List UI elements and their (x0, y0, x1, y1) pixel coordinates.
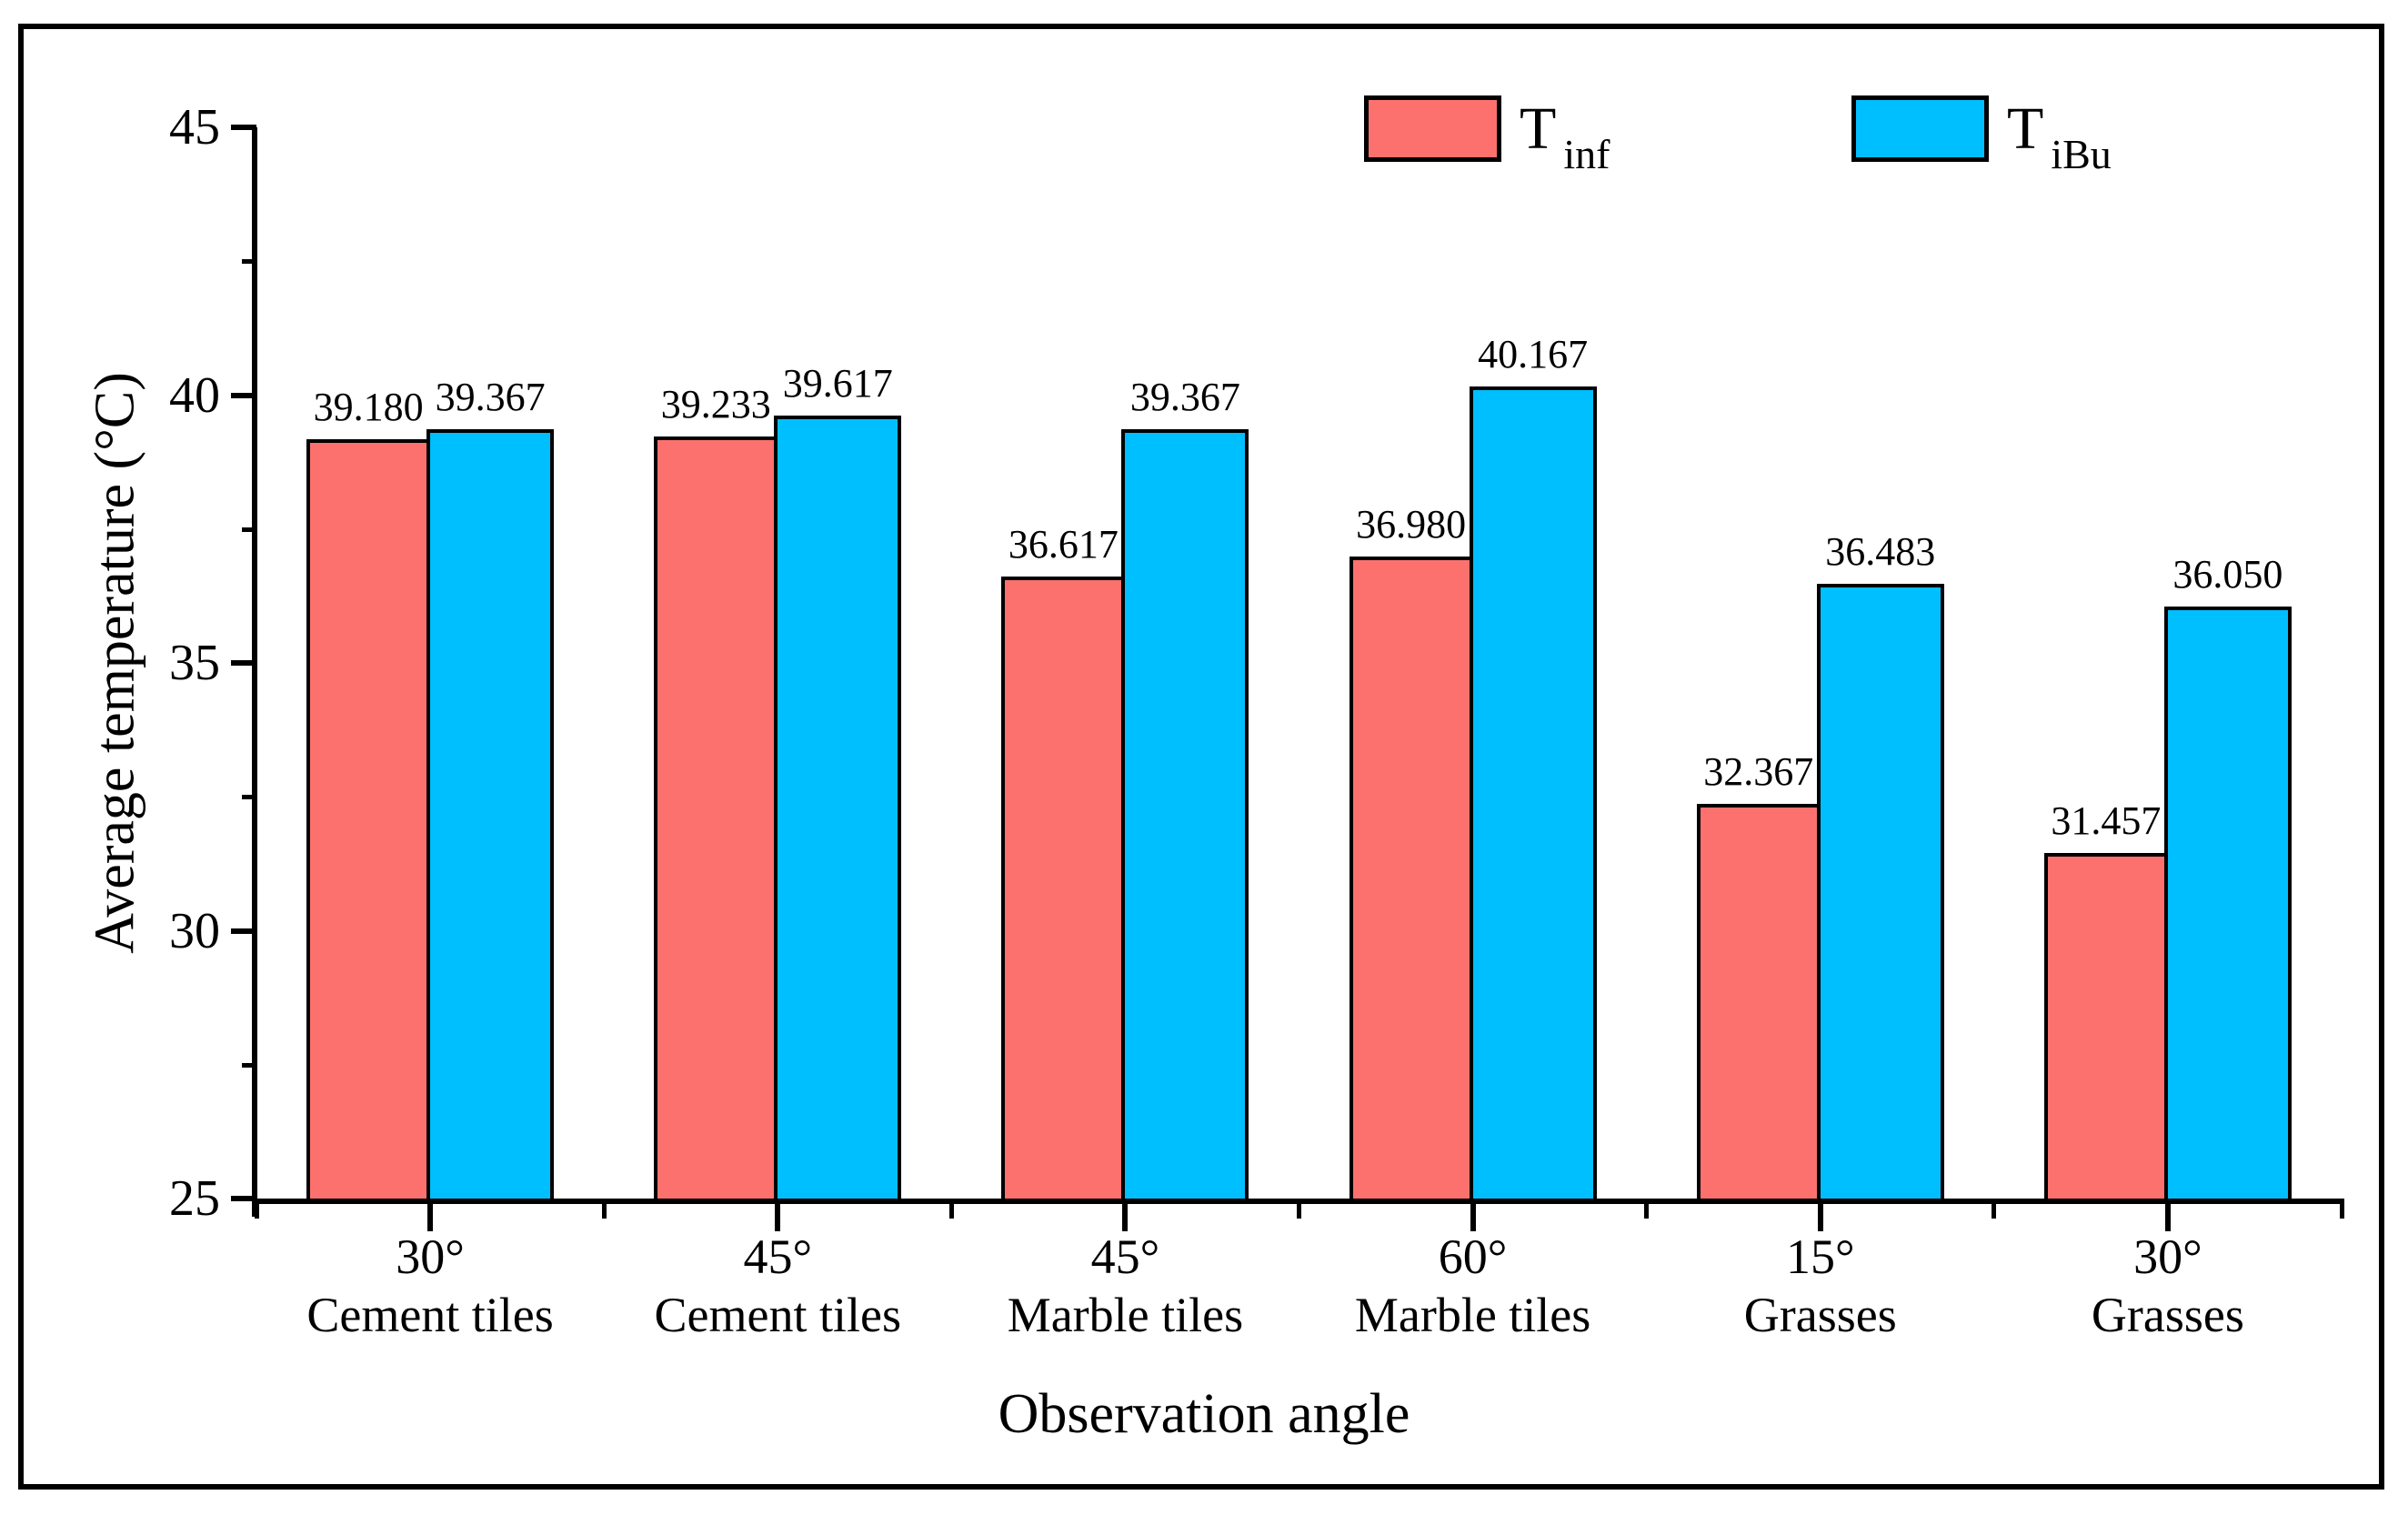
category-angle-label: 45° (743, 1229, 813, 1284)
bar-value-label: 39.367 (1129, 374, 1240, 419)
x-minor-tick (254, 1204, 259, 1219)
x-major-tick (427, 1204, 434, 1231)
bar-T_inf (306, 438, 431, 1202)
category-surface-label: Marble tiles (1354, 1288, 1591, 1342)
y-major-tick (231, 392, 256, 398)
category-angle-label: 60° (1438, 1229, 1508, 1284)
x-minor-tick (948, 1204, 954, 1219)
y-minor-tick (242, 1062, 256, 1068)
x-major-tick (1817, 1204, 1823, 1231)
y-minor-tick (242, 259, 256, 265)
bar-T_inf (1001, 576, 1126, 1202)
x-major-tick (1470, 1204, 1476, 1231)
bar-value-label: 39.180 (313, 384, 424, 429)
bar-value-label: 31.457 (2051, 798, 2162, 843)
y-tick-label: 35 (169, 635, 220, 691)
x-minor-tick (1644, 1204, 1650, 1219)
legend-label-tibu-main: T (2007, 95, 2044, 162)
bar-value-label: 36.980 (1356, 502, 1467, 547)
y-tick-label: 30 (169, 902, 220, 959)
y-minor-tick (242, 527, 256, 532)
bar-value-label: 39.367 (435, 374, 546, 419)
bar-T_iBu (426, 428, 555, 1202)
category-angle-label: 15° (1785, 1229, 1855, 1284)
bar-T_inf (1696, 804, 1821, 1202)
bar-value-label: 36.050 (2172, 552, 2283, 597)
category-surface-label: Cement tiles (306, 1288, 554, 1342)
x-minor-tick (2339, 1204, 2344, 1219)
x-minor-tick (601, 1204, 607, 1219)
x-axis-line (252, 1199, 2344, 1204)
bar-value-label: 39.233 (660, 381, 771, 426)
y-minor-tick (242, 795, 256, 800)
bar-T_iBu (774, 416, 902, 1202)
bar-T_iBu (2163, 607, 2292, 1202)
y-major-tick (231, 928, 256, 934)
y-tick-label: 25 (169, 1170, 220, 1227)
legend-swatch-tibu (1851, 95, 1989, 162)
bar-value-label: 40.167 (1478, 331, 1589, 376)
category-surface-label: Grasses (1743, 1288, 1897, 1342)
bar-value-label: 39.617 (782, 361, 893, 406)
figure-border (18, 24, 2384, 1490)
y-major-tick (231, 660, 256, 666)
x-major-tick (775, 1204, 781, 1231)
bar-T_inf (1349, 557, 1473, 1202)
y-major-tick (231, 125, 256, 130)
y-tick-label: 45 (169, 99, 220, 156)
legend-swatch-tinf (1364, 95, 1501, 162)
category-angle-label: 30° (2133, 1229, 2202, 1284)
x-axis-title: Observation angle (998, 1383, 1410, 1445)
y-axis-line (252, 127, 257, 1217)
category-angle-label: 45° (1090, 1229, 1160, 1284)
y-axis-title: Average temperature (°C) (84, 372, 146, 954)
legend-label-tinf-sub: inf (1563, 131, 1610, 177)
bar-T_inf (654, 436, 778, 1202)
legend-label-tinf-main: T (1520, 95, 1557, 162)
legend-label-tibu-sub: iBu (2051, 131, 2112, 177)
x-minor-tick (1992, 1204, 1997, 1219)
bar-value-label: 36.617 (1008, 521, 1119, 567)
bar-T_iBu (1816, 583, 1944, 1202)
bar-T_inf (2043, 852, 2168, 1202)
bar-value-label: 32.367 (1703, 749, 1814, 795)
x-major-tick (2164, 1204, 2171, 1231)
x-minor-tick (1297, 1204, 1301, 1219)
category-surface-label: Marble tiles (1007, 1288, 1244, 1342)
bar-value-label: 36.483 (1825, 528, 1936, 574)
bar-T_iBu (1121, 428, 1249, 1202)
x-major-tick (1122, 1204, 1129, 1231)
category-surface-label: Grasses (2091, 1288, 2244, 1342)
bar-T_iBu (1469, 386, 1597, 1202)
y-tick-label: 40 (169, 366, 220, 424)
y-major-tick (231, 1196, 256, 1201)
category-angle-label: 30° (396, 1229, 465, 1284)
category-surface-label: Cement tiles (654, 1288, 901, 1342)
